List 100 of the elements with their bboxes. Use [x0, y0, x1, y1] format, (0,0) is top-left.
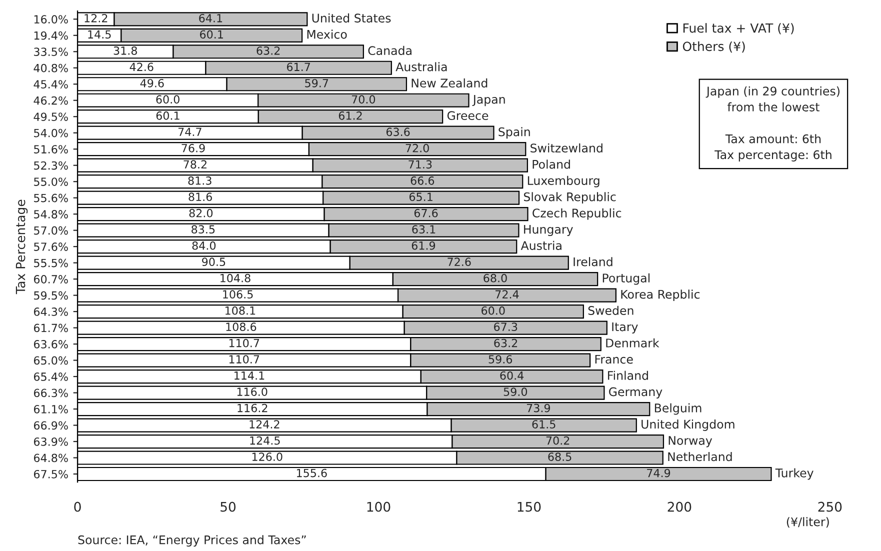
annotation: Hungary [524, 224, 573, 236]
data-label: 63.2 [494, 338, 518, 348]
annotation: Spain [498, 127, 530, 139]
annotation: Mexico [307, 30, 347, 39]
data-label: 60.0 [156, 95, 180, 104]
data-label: 59.7 [305, 78, 328, 88]
x-tick-label: 250 [818, 502, 842, 512]
y-tick-label: 46.2% [34, 96, 68, 105]
data-label: 78.2 [184, 160, 206, 169]
source-note: Source: IEA, “Energy Prices and Taxes” [78, 535, 306, 547]
data-label: 104.8 [220, 274, 250, 282]
data-label: 61.5 [532, 420, 556, 428]
annotation: Itary [612, 322, 638, 334]
y-tick-label: 66.3% [34, 388, 68, 398]
data-label: 61.2 [338, 111, 362, 120]
annotation: Finland [608, 370, 648, 380]
data-label: 70.2 [546, 436, 570, 445]
y-tick-label: 54.0% [34, 128, 68, 138]
y-tick-label: 57.0% [34, 226, 68, 235]
text: Japan (in 29 countries) from the lowest Tax amount: 6th Tax percentage: 6th [706, 86, 840, 162]
y-tick-label: 55.5% [34, 258, 68, 268]
legend-label: Others (¥) [682, 41, 745, 53]
x-tick-label: 100 [367, 502, 390, 512]
legend-label: Fuel tax + VAT (¥) [683, 23, 794, 34]
data-label: 12.2 [84, 14, 108, 22]
annotation: Norway [668, 436, 712, 448]
data-label: 72.4 [496, 290, 519, 298]
data-label: 84.0 [192, 241, 216, 250]
x-tick-label: 150 [518, 502, 541, 512]
data-label: 116.0 [237, 388, 268, 396]
annotation: Greece [447, 111, 488, 120]
annotation: Austria [520, 240, 562, 250]
data-label: 108.6 [226, 322, 256, 332]
annotation: New Zealand [412, 78, 488, 88]
annotation: Netherland [668, 452, 732, 462]
y-tick-label: 40.8% [34, 64, 68, 72]
y-tick-label: 59.5% [34, 291, 68, 300]
data-label: 49.6 [140, 78, 164, 88]
y-tick-label: 66.9% [34, 421, 68, 430]
annotation: Korea Repblic [621, 290, 700, 302]
y-axis-title: Tax Percentage [16, 200, 28, 294]
y-tick-label: 64.3% [34, 308, 68, 316]
data-label: 31.8 [114, 46, 137, 55]
data-label: 68.0 [484, 274, 507, 282]
y-tick-label: 67.5% [34, 470, 68, 478]
data-label: 42.6 [130, 62, 154, 72]
y-tick-label: 61.1% [34, 404, 68, 414]
annotation: Japan [472, 95, 505, 106]
annotation: Czech Republic [532, 208, 622, 220]
annotation: United Kingdom [642, 420, 734, 431]
data-label: 73.9 [526, 404, 550, 412]
x-tick-label: 200 [668, 502, 692, 512]
data-label: 70.0 [352, 95, 376, 104]
y-tick-label: 51.6% [34, 145, 68, 154]
annotation: Sweden [588, 306, 634, 315]
data-label: 71.3 [408, 160, 432, 169]
y-tick-label: 52.3% [34, 161, 68, 170]
data-label: 64.1 [199, 14, 222, 22]
data-label: 59.0 [504, 388, 528, 396]
data-label: 106.5 [223, 290, 253, 299]
data-label: 59.6 [488, 355, 512, 364]
annotation: Belguim [654, 403, 702, 415]
data-label: 82.0 [189, 208, 213, 218]
annotation: Australia [396, 62, 447, 72]
data-label: 81.6 [188, 192, 212, 202]
y-tick-label: 19.4% [34, 31, 68, 40]
y-tick-label: 63.6% [34, 340, 68, 348]
data-label: 108.1 [226, 306, 256, 315]
data-label: 60.1 [156, 111, 180, 120]
data-label: 63.6 [386, 128, 410, 136]
y-tick-label: 60.7% [34, 275, 68, 284]
data-label: 124.5 [250, 436, 280, 445]
data-label: 155.6 [296, 468, 327, 478]
x-tick-label: 0 [74, 502, 81, 512]
data-label: 72.6 [448, 258, 471, 266]
annotation: Luxembourg [528, 176, 600, 188]
y-tick-label: 45.4% [34, 80, 68, 88]
x-axis-title: (¥/liter) [786, 517, 829, 528]
y-tick-label: 64.8% [34, 454, 68, 462]
data-label: 116.2 [238, 404, 268, 412]
annotation: Switzewland [530, 143, 602, 153]
annotation: Portugal [602, 273, 650, 285]
data-label: 61.9 [412, 241, 436, 250]
annotation: France [595, 354, 633, 364]
annotation: Ireland [574, 257, 612, 266]
data-label: 65.1 [409, 192, 432, 202]
y-tick-label: 55.6% [34, 194, 68, 202]
data-label: 90.5 [202, 258, 226, 266]
annotation: Slovak Republic [524, 192, 616, 204]
y-tick-label: 55.0% [34, 178, 68, 186]
data-label: 83.5 [192, 225, 215, 234]
x-tick-label: 50 [220, 502, 236, 512]
annotation: Germany [609, 387, 662, 398]
data-label: 126.0 [252, 452, 282, 461]
y-tick-label: 49.5% [34, 112, 68, 121]
y-tick-label: 65.0% [34, 356, 68, 365]
data-label: 110.7 [229, 338, 260, 348]
data-label: 60.1 [200, 30, 223, 39]
y-tick-label: 61.7% [34, 324, 68, 332]
data-label: 74.9 [647, 468, 670, 478]
